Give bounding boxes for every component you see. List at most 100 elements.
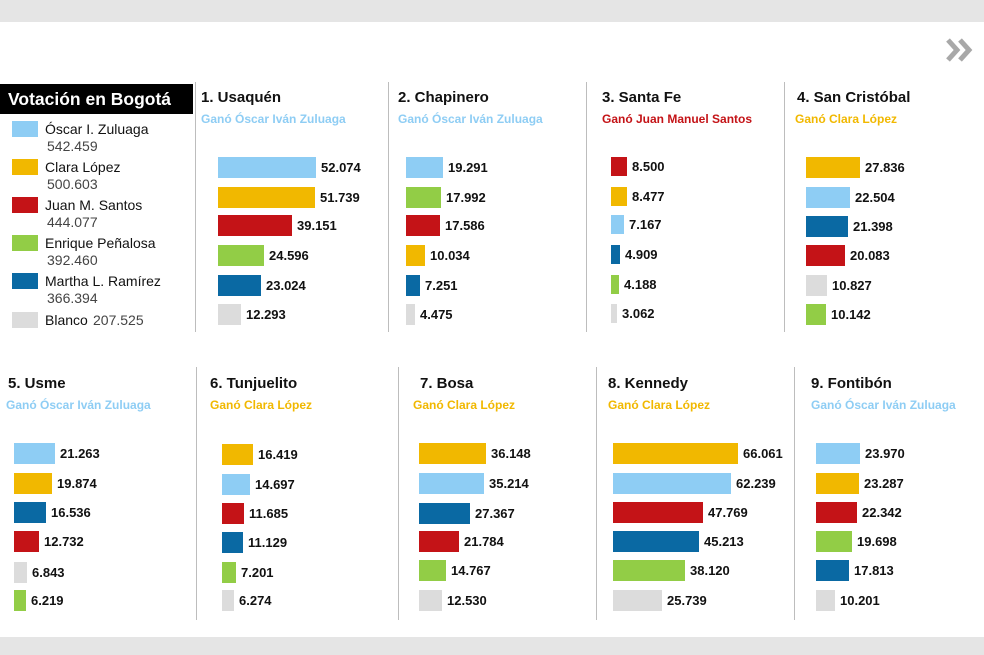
- data-label: 3.062: [622, 306, 655, 321]
- data-label: 6.219: [31, 593, 64, 608]
- data-label: 23.024: [266, 278, 306, 293]
- bar-zuluaga: [611, 215, 624, 234]
- bar-ramirez: [222, 532, 243, 553]
- data-label: 35.214: [489, 476, 529, 491]
- bar-zuluaga: [806, 187, 850, 208]
- data-label: 21.263: [60, 446, 100, 461]
- bar-penalosa: [611, 275, 619, 294]
- data-label: 11.685: [249, 506, 289, 521]
- bar-blanco: [613, 590, 662, 611]
- data-label: 12.732: [44, 534, 84, 549]
- locality-title: 3. Santa Fe: [602, 89, 682, 106]
- bar-lopez: [611, 187, 627, 206]
- data-label: 23.287: [864, 476, 904, 491]
- data-label: 38.120: [690, 563, 730, 578]
- bar-penalosa: [222, 562, 236, 583]
- bar-santos: [218, 215, 292, 236]
- data-label: 4.188: [624, 277, 657, 292]
- legend-votes: 500.603: [47, 176, 98, 192]
- data-label: 19.874: [57, 476, 97, 491]
- data-label: 27.367: [475, 506, 515, 521]
- legend-name: Juan M. Santos: [45, 197, 143, 213]
- data-label: 4.475: [420, 307, 453, 322]
- bar-ramirez: [419, 503, 470, 524]
- bar-lopez: [222, 444, 253, 465]
- legend-name: Óscar I. Zuluaga: [45, 121, 149, 137]
- panel-divider: [596, 367, 597, 620]
- bar-ramirez: [806, 216, 848, 237]
- data-label: 16.419: [258, 447, 298, 462]
- data-label: 47.769: [708, 505, 748, 520]
- bar-santos: [611, 157, 627, 176]
- winner-label: Ganó Óscar Iván Zuluaga: [6, 398, 151, 412]
- bar-lopez: [806, 157, 860, 178]
- bar-blanco: [218, 304, 241, 325]
- winner-label: Ganó Óscar Iván Zuluaga: [398, 112, 543, 126]
- locality-title: 4. San Cristóbal: [797, 89, 911, 106]
- top-band: [0, 0, 984, 22]
- bar-blanco: [806, 275, 827, 296]
- legend-name: Blanco: [45, 312, 88, 328]
- double-chevron-right-icon[interactable]: [944, 36, 976, 64]
- bar-zuluaga: [406, 157, 443, 178]
- bar-santos: [222, 503, 244, 524]
- bar-zuluaga: [419, 473, 484, 494]
- bar-ramirez: [14, 502, 46, 523]
- bar-zuluaga: [218, 157, 316, 178]
- legend-swatch: [12, 121, 38, 137]
- winner-label: Ganó Clara López: [795, 112, 898, 126]
- bar-blanco: [406, 304, 415, 325]
- panel-divider: [196, 367, 197, 620]
- data-label: 16.536: [51, 505, 91, 520]
- bar-penalosa: [816, 531, 852, 552]
- winner-label: Ganó Óscar Iván Zuluaga: [811, 398, 956, 412]
- bar-penalosa: [806, 304, 826, 325]
- bar-penalosa: [613, 560, 685, 581]
- panel-divider: [794, 367, 795, 620]
- data-label: 17.992: [446, 190, 486, 205]
- bar-penalosa: [406, 187, 441, 208]
- bar-lopez: [816, 473, 859, 494]
- bar-santos: [406, 215, 440, 236]
- legend-name: Clara López: [45, 159, 121, 175]
- bar-zuluaga: [613, 473, 731, 494]
- legend-item-penalosa: Enrique Peñalosa 392.460: [12, 235, 197, 271]
- data-label: 27.836: [865, 160, 905, 175]
- data-label: 10.827: [832, 278, 872, 293]
- locality-title: 5. Usme: [8, 375, 66, 392]
- legend-item-santos: Juan M. Santos 444.077: [12, 197, 197, 233]
- data-label: 21.398: [853, 219, 893, 234]
- bar-lopez: [406, 245, 425, 266]
- data-label: 14.697: [255, 477, 295, 492]
- bar-ramirez: [613, 531, 699, 552]
- legend-swatch: [12, 159, 38, 175]
- panel-divider: [388, 82, 389, 332]
- data-label: 6.274: [239, 593, 272, 608]
- data-label: 12.293: [246, 307, 286, 322]
- data-label: 19.698: [857, 534, 897, 549]
- data-label: 62.239: [736, 476, 776, 491]
- bar-blanco: [419, 590, 442, 611]
- legend-swatch: [12, 273, 38, 289]
- bar-blanco: [611, 304, 617, 323]
- data-label: 6.843: [32, 565, 65, 580]
- locality-title: 2. Chapinero: [398, 89, 489, 106]
- data-label: 7.167: [629, 217, 662, 232]
- data-label: 21.784: [464, 534, 504, 549]
- bar-santos: [816, 502, 857, 523]
- bar-lopez: [613, 443, 738, 464]
- data-label: 52.074: [321, 160, 361, 175]
- winner-label: Ganó Clara López: [608, 398, 711, 412]
- locality-title: 7. Bosa: [420, 375, 474, 392]
- data-label: 51.739: [320, 190, 360, 205]
- data-label: 14.767: [451, 563, 491, 578]
- bar-blanco: [222, 590, 234, 611]
- bar-zuluaga: [222, 474, 250, 495]
- legend-votes: 207.525: [93, 312, 144, 328]
- data-label: 10.034: [430, 248, 470, 263]
- data-label: 7.201: [241, 565, 274, 580]
- bar-santos: [613, 502, 703, 523]
- data-label: 23.970: [865, 446, 905, 461]
- data-label: 8.477: [632, 189, 665, 204]
- data-label: 66.061: [743, 446, 783, 461]
